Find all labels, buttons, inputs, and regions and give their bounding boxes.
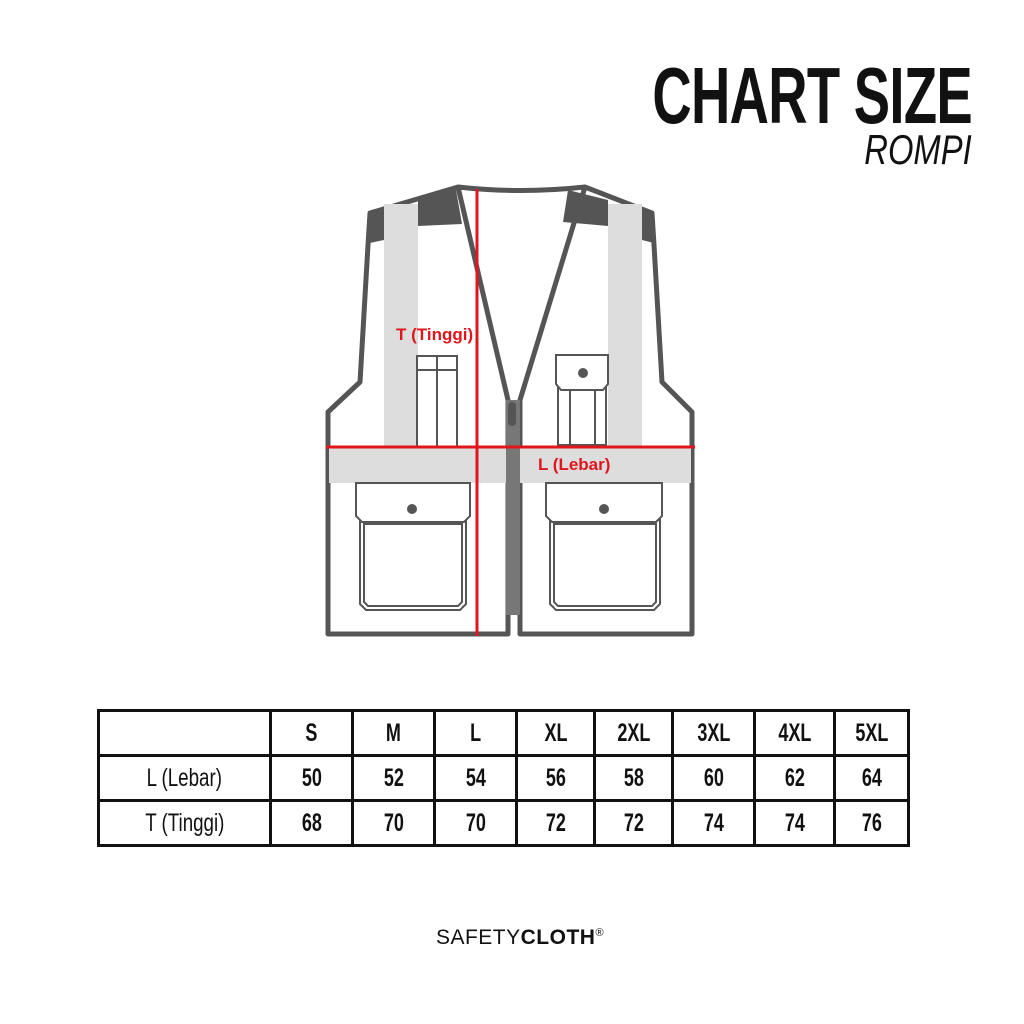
- height-label: T (Tinggi): [396, 325, 473, 344]
- column-header: 4XL: [753, 709, 836, 757]
- table-cell: 70: [351, 799, 436, 847]
- table-cell: 54: [433, 754, 518, 802]
- lower-pocket-right: [545, 482, 663, 611]
- button-icon: [599, 504, 609, 514]
- button-icon: [578, 368, 588, 378]
- column-header: 2XL: [593, 709, 674, 757]
- page-subtitle: ROMPI: [864, 126, 972, 173]
- table-header-row: S M L XL 2XL 3XL 4XL 5XL: [97, 709, 910, 757]
- button-icon: [407, 504, 417, 514]
- zipper: [506, 400, 520, 615]
- table-cell: 64: [833, 754, 910, 802]
- shoulder-edge-right: [642, 208, 654, 243]
- column-header: XL: [515, 709, 596, 757]
- table-cell: 76: [833, 799, 910, 847]
- table-cell: 50: [269, 754, 354, 802]
- size-table: S M L XL 2XL 3XL 4XL 5XL L (Lebar) 50 52…: [97, 709, 910, 847]
- shoulder-yoke-left: [418, 190, 462, 226]
- vest-illustration: T (Tinggi) L (Lebar): [325, 184, 695, 637]
- column-header: L: [433, 709, 518, 757]
- vest-back-neck: [457, 184, 586, 193]
- shoulder-edge-left: [370, 208, 384, 243]
- table-cell: 72: [515, 799, 596, 847]
- table-cell: 56: [515, 754, 596, 802]
- row-label: L (Lebar): [97, 754, 272, 802]
- table-row: T (Tinggi) 68 70 70 72 72 74 74 76: [97, 799, 910, 847]
- chest-pocket: [555, 354, 609, 446]
- table-corner-cell: [97, 709, 272, 757]
- lower-pocket-left: [355, 482, 471, 611]
- table-cell: 72: [593, 799, 674, 847]
- page-title: CHART SIZE: [652, 51, 972, 140]
- reflective-stripe-left: [384, 204, 418, 447]
- table-row: L (Lebar) 50 52 54 56 58 60 62 64: [97, 754, 910, 802]
- column-header: S: [269, 709, 354, 757]
- table-cell: 68: [269, 799, 354, 847]
- width-label: L (Lebar): [538, 455, 610, 474]
- zipper-pull: [508, 402, 516, 426]
- pen-pocket: [416, 355, 458, 448]
- table-cell: 74: [753, 799, 836, 847]
- table-cell: 52: [351, 754, 436, 802]
- table-cell: 62: [753, 754, 836, 802]
- reflective-stripe-right: [608, 204, 642, 447]
- table-cell: 60: [671, 754, 756, 802]
- table-cell: 74: [671, 799, 756, 847]
- column-header: 3XL: [671, 709, 756, 757]
- brand-logo: SAFETYCLOTH®: [435, 926, 605, 949]
- table-cell: 58: [593, 754, 674, 802]
- row-label: T (Tinggi): [97, 799, 272, 847]
- column-header: M: [351, 709, 436, 757]
- shoulder-yoke-right: [563, 190, 608, 226]
- table-cell: 70: [433, 799, 518, 847]
- column-header: 5XL: [833, 709, 910, 757]
